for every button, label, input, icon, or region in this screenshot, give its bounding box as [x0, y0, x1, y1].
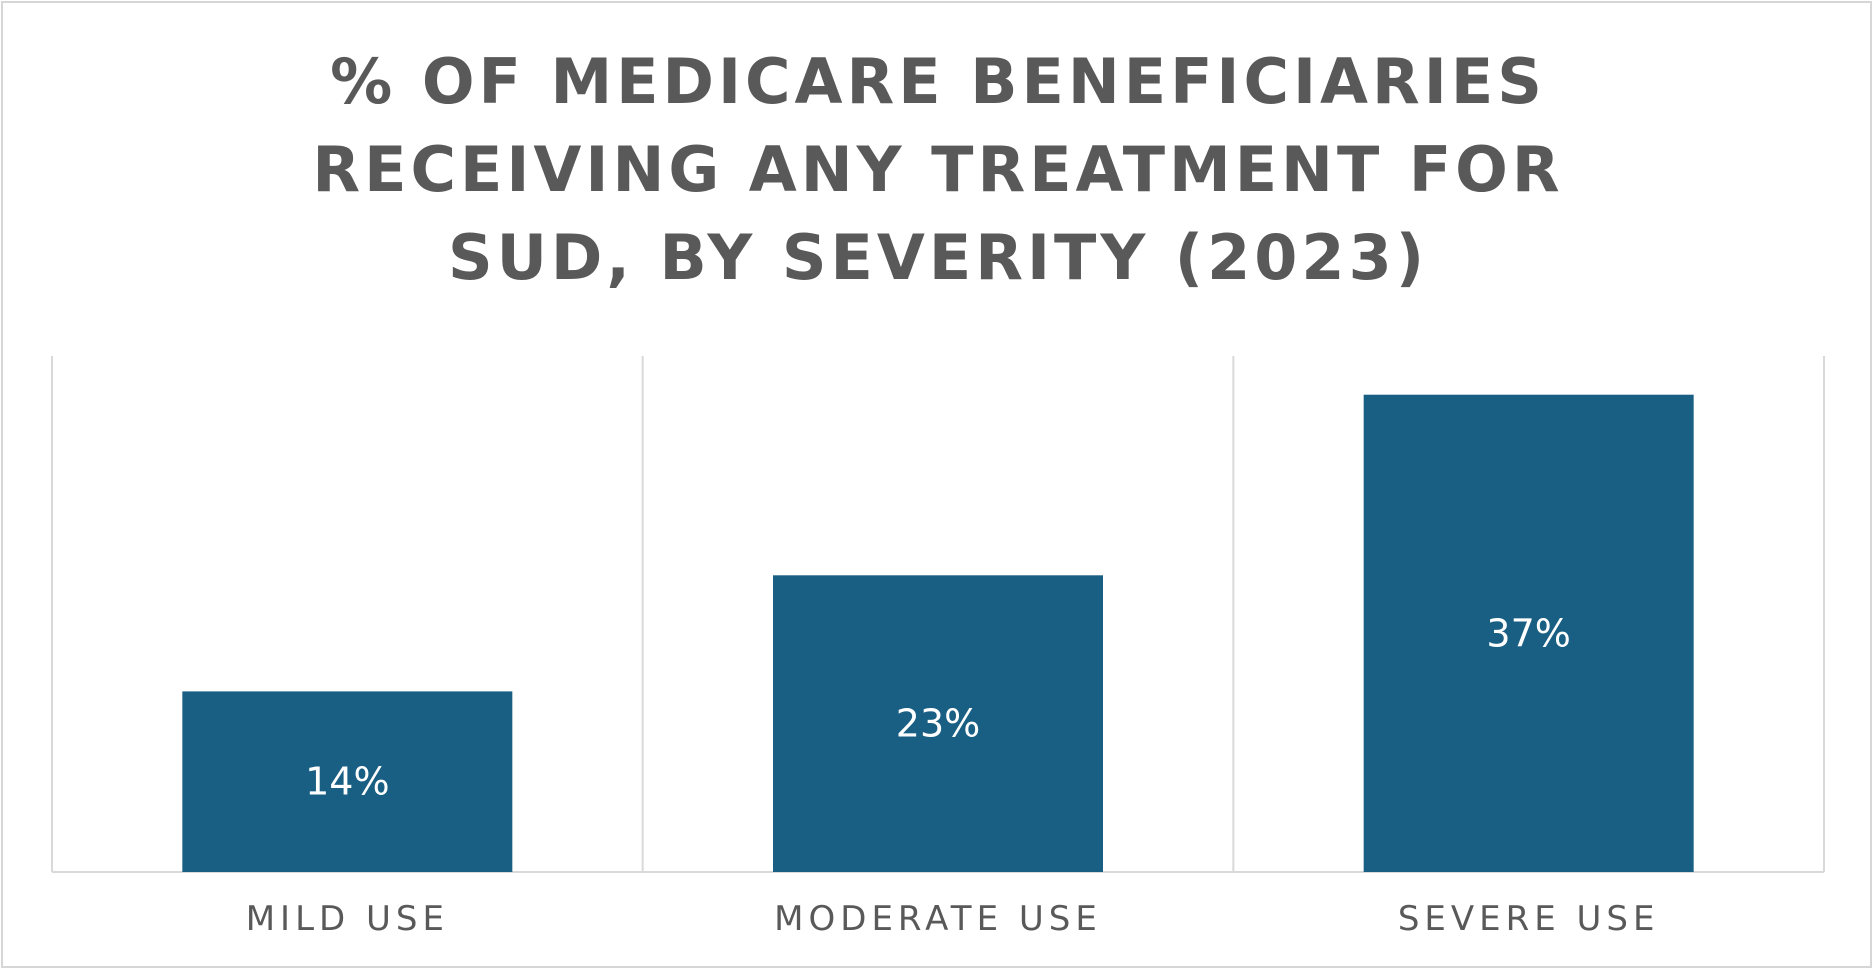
chart-title-line-1: % OF MEDICARE BENEFICIARIES	[330, 45, 1546, 118]
bar-2	[773, 575, 1103, 872]
bar-1	[182, 691, 513, 872]
chart-title-line-3: SUD, BY SEVERITY (2023)	[447, 221, 1429, 294]
x-tick-label-3: SEVERE USE	[1398, 899, 1660, 939]
data-label-3: 37%	[1486, 611, 1570, 655]
data-label-1: 14%	[305, 760, 389, 804]
chart-title: % OF MEDICARE BENEFICIARIES RECEIVING AN…	[0, 38, 1876, 302]
bar-3	[1363, 394, 1694, 872]
x-tick-label-1: MILD USE	[246, 899, 449, 939]
x-tick-label-2: MODERATE USE	[774, 899, 1102, 939]
chart-title-line-2: RECEIVING ANY TREATMENT FOR	[312, 133, 1564, 206]
data-label-2: 23%	[896, 702, 980, 746]
